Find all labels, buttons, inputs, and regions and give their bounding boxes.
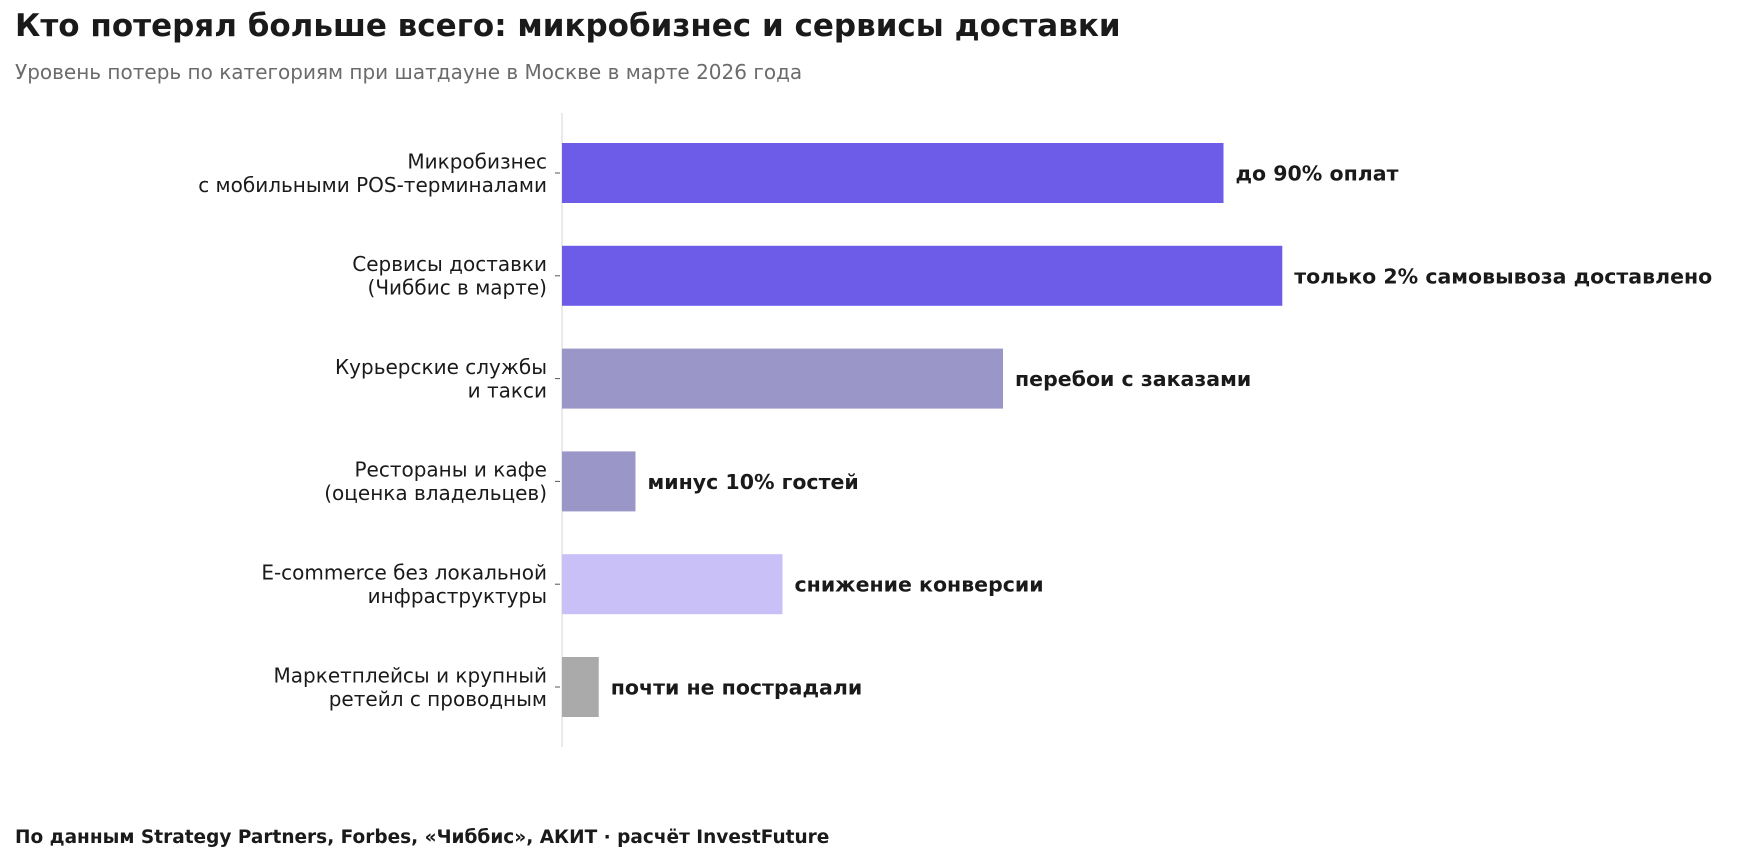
bar: [562, 245, 1283, 306]
data-label: минус 10% гостей: [648, 470, 859, 494]
y-tick-label: E-commerce без локальной инфраструктуры: [261, 560, 547, 608]
bar: [562, 554, 783, 615]
bar: [562, 348, 1003, 409]
y-tick-label: Рестораны и кафе (оценка владельцев): [324, 458, 547, 506]
bar: [562, 657, 599, 717]
y-tick-label: Сервисы доставки (Чиббис в марте): [352, 252, 547, 300]
data-label: перебои с заказами: [1015, 367, 1251, 391]
bar: [562, 451, 636, 512]
data-label: только 2% самовывоза доставлено: [1294, 264, 1712, 288]
data-label: до 90% оплат: [1236, 162, 1399, 186]
y-tick-label: Курьерские службы и такси: [335, 355, 547, 403]
y-tick-label: Микробизнес с мобильными POS-терминалами: [198, 149, 547, 197]
bar: [562, 143, 1224, 203]
data-label: почти не пострадали: [611, 676, 862, 700]
y-tick-label: Маркетплейсы и крупный ретейл с проводным: [274, 663, 547, 711]
chart-subtitle: Уровень потерь по категориям при шатдаун…: [15, 60, 803, 84]
chart-title: Кто потерял больше всего: микробизнес и …: [15, 8, 1121, 44]
data-label: снижение конверсии: [795, 573, 1044, 597]
source-footnote: По данным Strategy Partners, Forbes, «Чи…: [15, 827, 830, 848]
